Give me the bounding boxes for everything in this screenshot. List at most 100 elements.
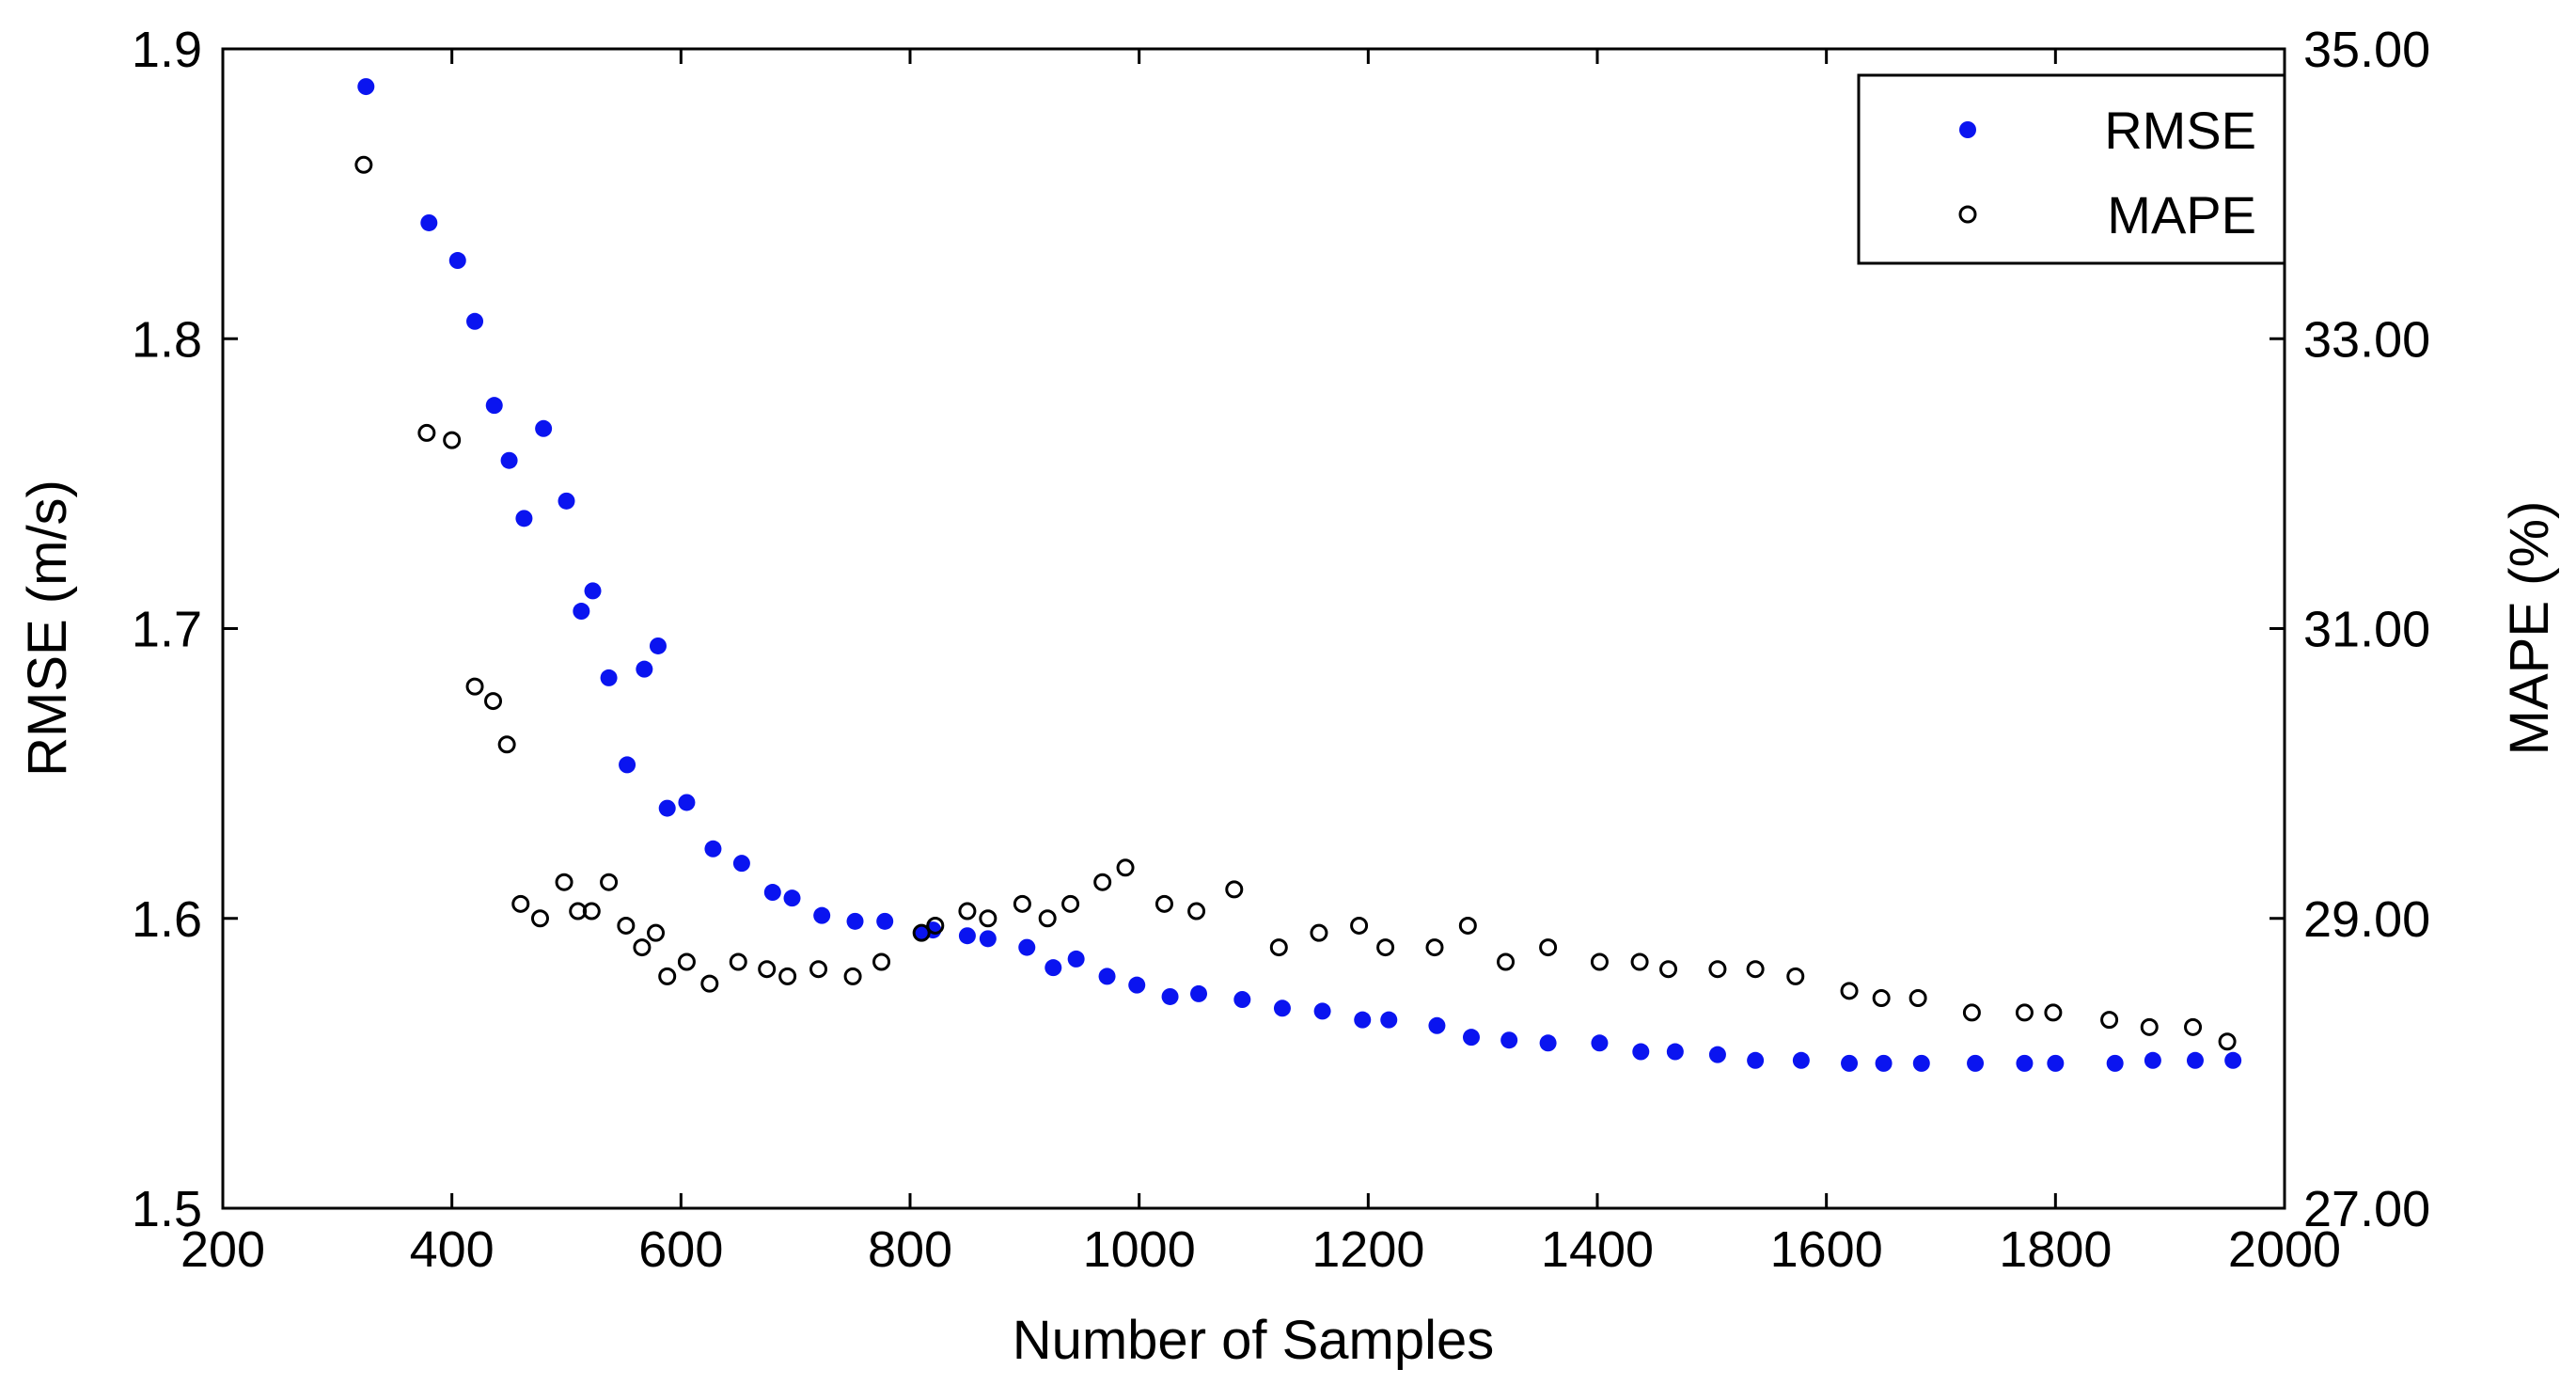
mape-point [926, 916, 945, 935]
mape-point [1269, 938, 1288, 957]
mape-point [729, 952, 747, 971]
rmse-point [1500, 1031, 1518, 1049]
x-tick-label: 200 [181, 1221, 265, 1278]
rmse-point [584, 582, 602, 600]
y-left-tick-label: 1.7 [132, 602, 202, 658]
rmse-point [357, 78, 375, 96]
mape-point [1310, 923, 1328, 942]
mape-point [465, 677, 484, 696]
rmse-point [649, 637, 667, 654]
y-right-tick-label: 33.00 [2303, 311, 2430, 368]
mape-point [633, 938, 652, 957]
mape-point [443, 431, 462, 449]
rmse-point [1428, 1016, 1446, 1034]
rmse-point [979, 930, 997, 948]
x-tick-label: 1200 [1312, 1221, 1424, 1278]
rmse-point [515, 510, 533, 527]
rmse-point [500, 451, 518, 469]
mape-point [843, 967, 862, 985]
mape-point [778, 967, 797, 985]
mape-point [497, 735, 516, 754]
rmse-point [1539, 1034, 1557, 1052]
x-tick-label: 1000 [1083, 1221, 1196, 1278]
mape-point [582, 902, 601, 921]
mape-point [1116, 858, 1135, 877]
mape-point [758, 960, 777, 979]
rmse-point [1747, 1051, 1765, 1069]
mape-point [647, 923, 666, 942]
y-right-tick-label: 31.00 [2303, 602, 2430, 658]
mape-point [1376, 938, 1395, 957]
mape-point [1786, 967, 1805, 985]
rmse-point [573, 603, 590, 621]
mape-point [979, 909, 997, 928]
rmse-point [2186, 1051, 2204, 1069]
x-tick-label: 800 [868, 1221, 952, 1278]
x-tick-label: 1800 [1999, 1221, 2112, 1278]
mape-point [658, 967, 677, 985]
y-right-tick-label: 29.00 [2303, 891, 2430, 948]
mape-point [1038, 909, 1057, 928]
mape-point [1872, 989, 1891, 1008]
rmse-point [678, 794, 696, 811]
x-tick-label: 600 [638, 1221, 723, 1278]
x-tick-label: 1400 [1541, 1221, 1654, 1278]
rmse-point [1708, 1046, 1726, 1063]
rmse-point [1273, 999, 1291, 1017]
legend: RMSE MAPE [1857, 73, 2286, 265]
ticks-layer [221, 47, 2286, 1210]
mape-point [1013, 894, 1031, 913]
rmse-point [1666, 1043, 1684, 1061]
x-tick-label: 1600 [1770, 1221, 1883, 1278]
rmse-point [2047, 1054, 2065, 1072]
mape-point [1497, 952, 1516, 971]
series-layer [354, 78, 2242, 1072]
rmse-point [466, 312, 484, 330]
legend-mape-marker [1958, 205, 1977, 224]
mape-point [1630, 952, 1649, 971]
mape-point [912, 923, 931, 942]
mape-point [1061, 894, 1080, 913]
mape-point [809, 960, 828, 979]
rmse-point [448, 252, 466, 270]
mape-point [555, 873, 573, 891]
rmse-point [1632, 1043, 1650, 1061]
rmse-point [2144, 1051, 2161, 1069]
rmse-point [1233, 991, 1251, 1009]
mape-point [2218, 1032, 2237, 1051]
rmse-point [1018, 938, 1036, 956]
mape-point [484, 692, 503, 711]
rmse-point [1792, 1051, 1810, 1069]
mape-point [511, 894, 530, 913]
y-left-tick-label: 1.6 [132, 891, 202, 948]
rmse-point [846, 912, 864, 930]
mape-point [1659, 960, 1678, 979]
y-left-tick-label: 1.5 [132, 1181, 202, 1237]
mape-point [958, 902, 977, 921]
rmse-point [535, 419, 553, 437]
legend-box [1857, 73, 2286, 265]
mape-point [1539, 938, 1558, 957]
mape-point [1746, 960, 1765, 979]
mape-point [677, 952, 696, 971]
y-axis-right-title: MAPE (%) [2499, 501, 2560, 756]
rmse-point [420, 213, 438, 231]
rmse-point [658, 799, 676, 817]
rmse-point [2224, 1051, 2242, 1069]
mape-point [1962, 1003, 1981, 1022]
rmse-point [636, 660, 653, 678]
rmse-point [876, 912, 894, 930]
mape-point [700, 974, 719, 993]
mape-point [2184, 1017, 2203, 1036]
mape-point [530, 909, 549, 928]
rmse-point [1875, 1054, 1893, 1072]
mape-point [600, 873, 619, 891]
mape-point [1093, 873, 1112, 891]
rmse-point [485, 397, 503, 415]
rmse-point [1190, 984, 1208, 1002]
mape-point [1708, 960, 1727, 979]
rmse-point [1912, 1054, 1930, 1072]
rmse-point [1098, 968, 1116, 985]
rmse-point [704, 840, 722, 858]
